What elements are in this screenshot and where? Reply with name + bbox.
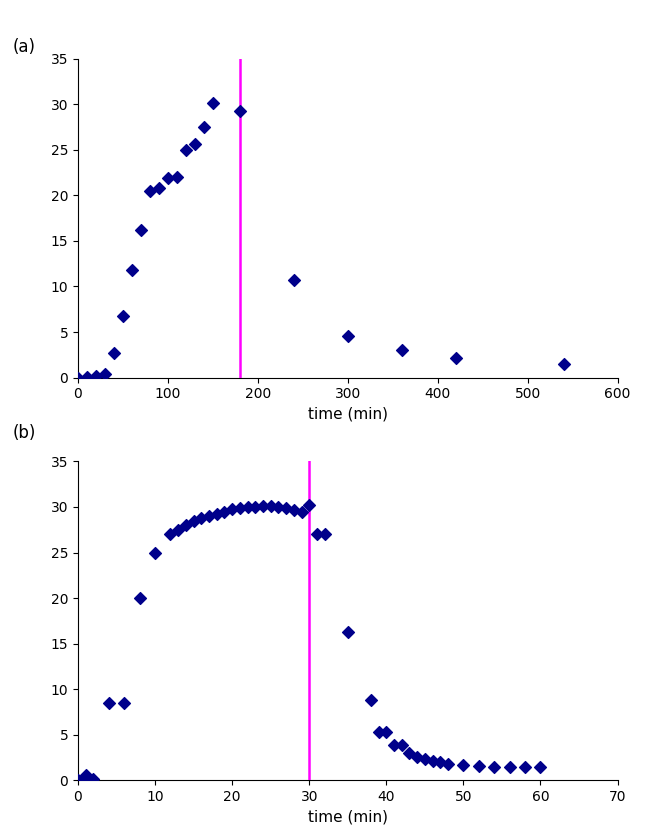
Point (296, 505, 307, 519)
Point (458, 758, 469, 772)
Point (404, 746, 415, 759)
Point (181, 519, 191, 532)
Point (381, 725, 391, 738)
X-axis label: time (min): time (min) (307, 810, 388, 825)
Point (188, 514, 199, 528)
Point (145, 184, 155, 197)
Point (154, 181, 164, 195)
Point (343, 329, 353, 342)
Point (103, 696, 114, 710)
Point (82, 370, 92, 383)
Point (281, 501, 291, 514)
Point (150, 546, 161, 560)
Point (204, 509, 214, 523)
Point (199, 120, 209, 133)
Point (420, 753, 430, 766)
Point (127, 263, 137, 277)
Point (520, 760, 530, 774)
Point (435, 755, 445, 769)
Point (312, 528, 322, 541)
Text: (a): (a) (13, 38, 36, 55)
Point (235, 501, 245, 514)
Point (535, 760, 545, 774)
Point (109, 347, 119, 360)
Point (172, 170, 182, 184)
Point (289, 274, 299, 287)
Point (474, 759, 484, 773)
Point (250, 500, 261, 513)
Point (235, 104, 245, 117)
Point (208, 96, 218, 110)
Point (504, 760, 515, 774)
Point (190, 138, 200, 151)
Point (165, 528, 176, 541)
Point (373, 725, 384, 738)
Point (396, 343, 407, 357)
Point (196, 511, 207, 524)
Point (227, 502, 237, 515)
Point (73, 774, 83, 787)
Point (118, 309, 128, 322)
Point (265, 499, 276, 513)
Point (319, 528, 330, 541)
Point (242, 500, 253, 513)
Point (558, 357, 569, 371)
Point (396, 738, 407, 752)
Point (389, 738, 399, 752)
Point (443, 757, 453, 770)
Point (173, 523, 183, 536)
Point (343, 625, 353, 638)
X-axis label: time (min): time (min) (307, 407, 388, 422)
Point (100, 367, 110, 381)
Point (135, 591, 145, 605)
Point (219, 505, 229, 519)
Point (258, 499, 268, 513)
Point (88, 773, 99, 786)
Point (162, 171, 173, 185)
Point (73, 371, 83, 384)
Text: (b): (b) (13, 424, 36, 441)
Point (304, 498, 315, 512)
Point (489, 760, 499, 774)
Point (412, 751, 423, 764)
Point (119, 696, 129, 710)
Point (136, 223, 146, 237)
Point (273, 500, 283, 513)
Point (211, 508, 222, 521)
Point (181, 143, 191, 157)
Point (450, 351, 461, 364)
Point (427, 754, 437, 768)
Point (289, 503, 299, 517)
Point (91, 369, 101, 383)
Point (81, 768, 91, 781)
Point (366, 693, 376, 706)
